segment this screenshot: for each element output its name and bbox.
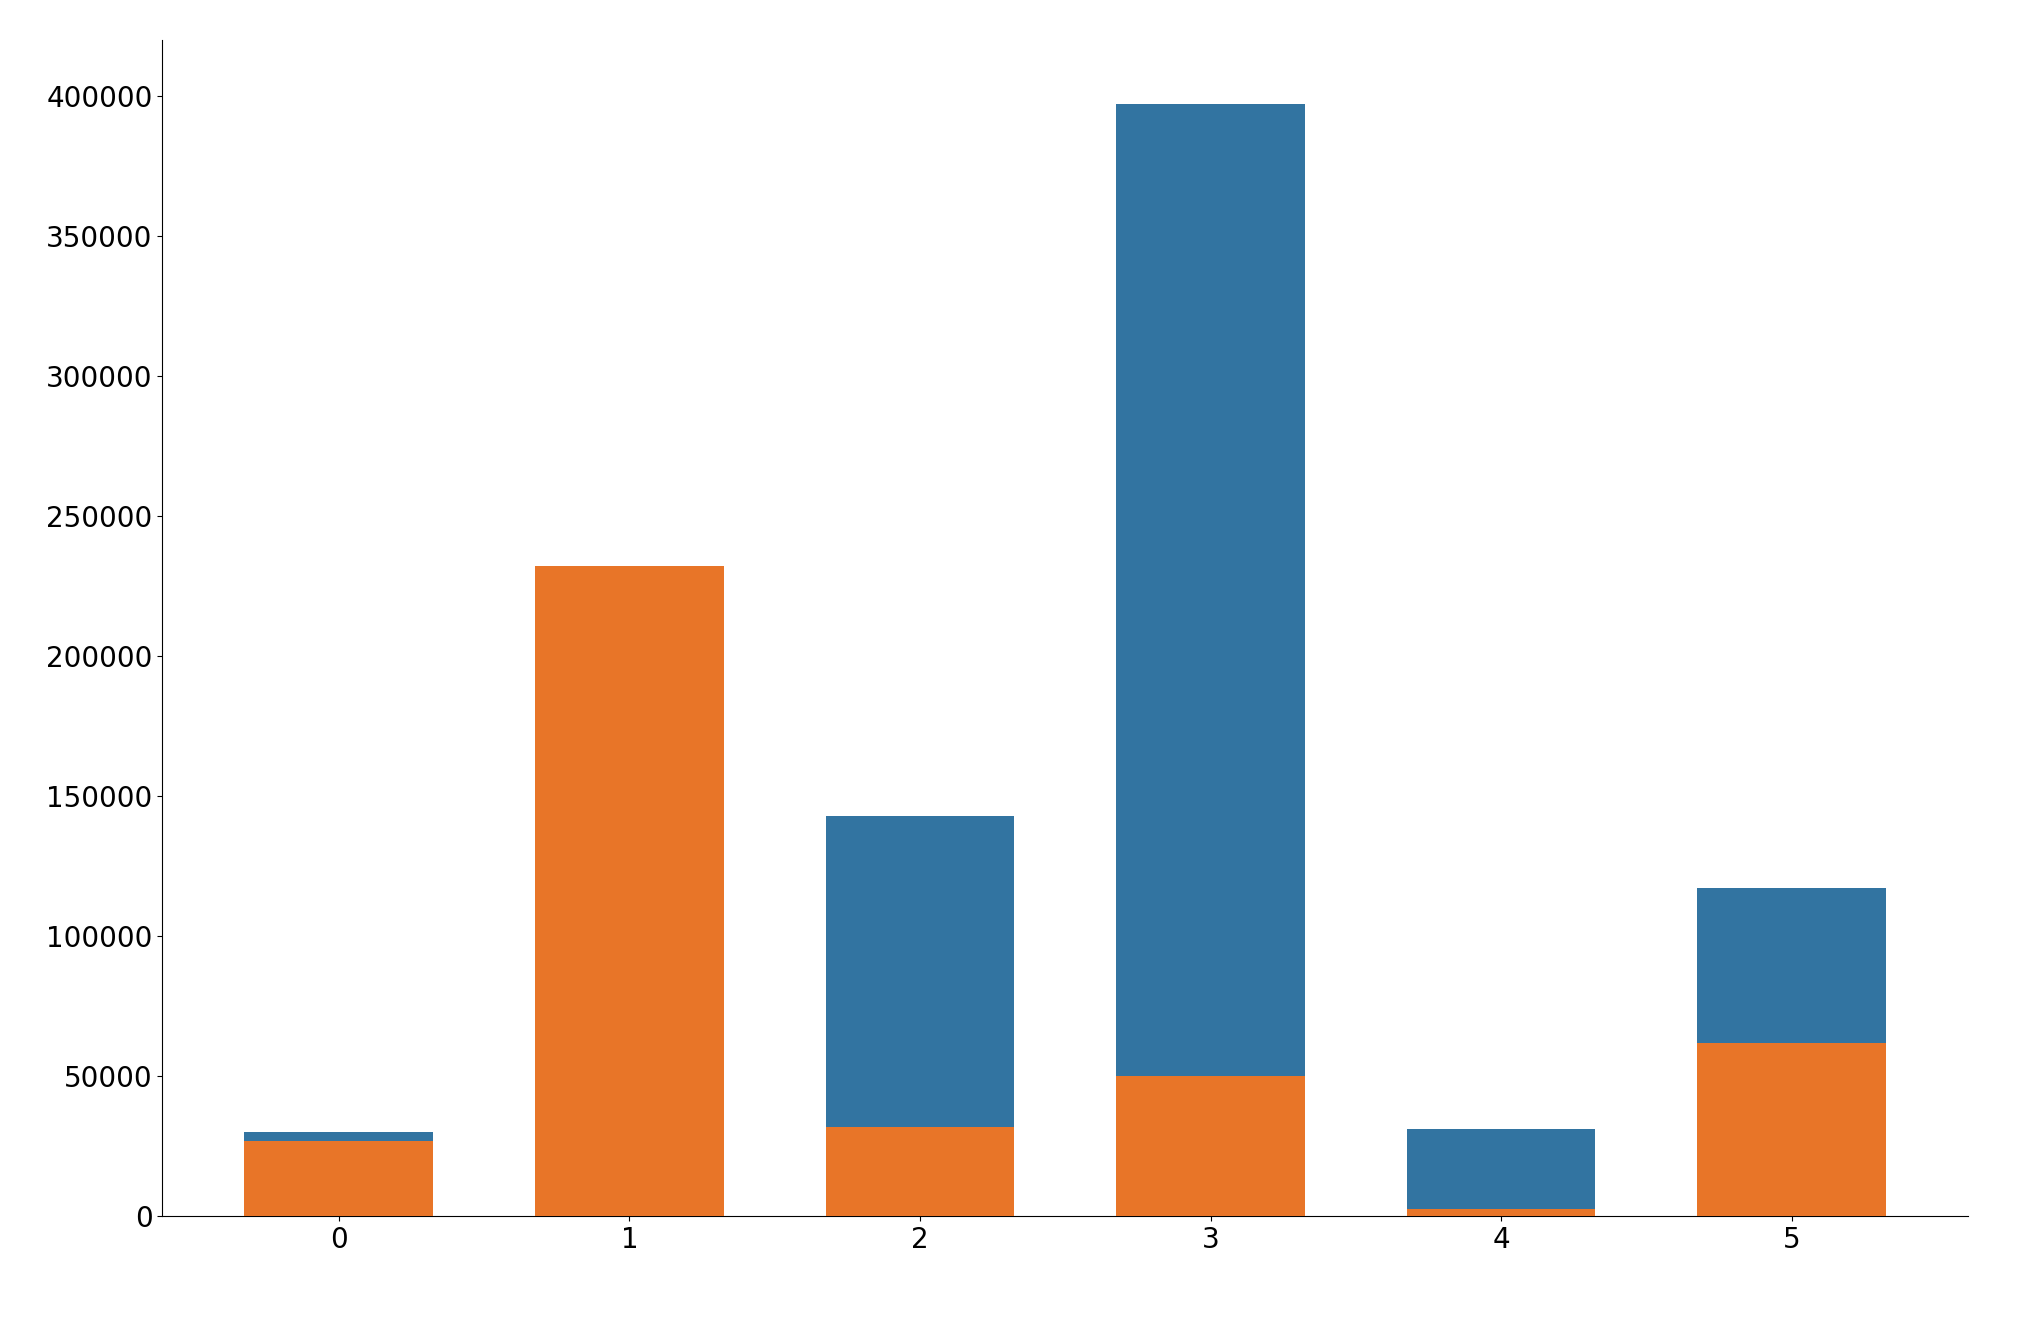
Bar [1406,1129,1595,1216]
Bar [1116,104,1305,1216]
Bar [826,1126,1014,1216]
Bar [243,1141,434,1216]
Bar [536,1202,724,1216]
Bar [1406,1210,1595,1216]
Bar [536,566,724,1216]
Bar [1696,888,1887,1216]
Bar [1116,1076,1305,1216]
Bar [243,1132,434,1216]
Bar [826,816,1014,1216]
Bar [1696,1043,1887,1216]
